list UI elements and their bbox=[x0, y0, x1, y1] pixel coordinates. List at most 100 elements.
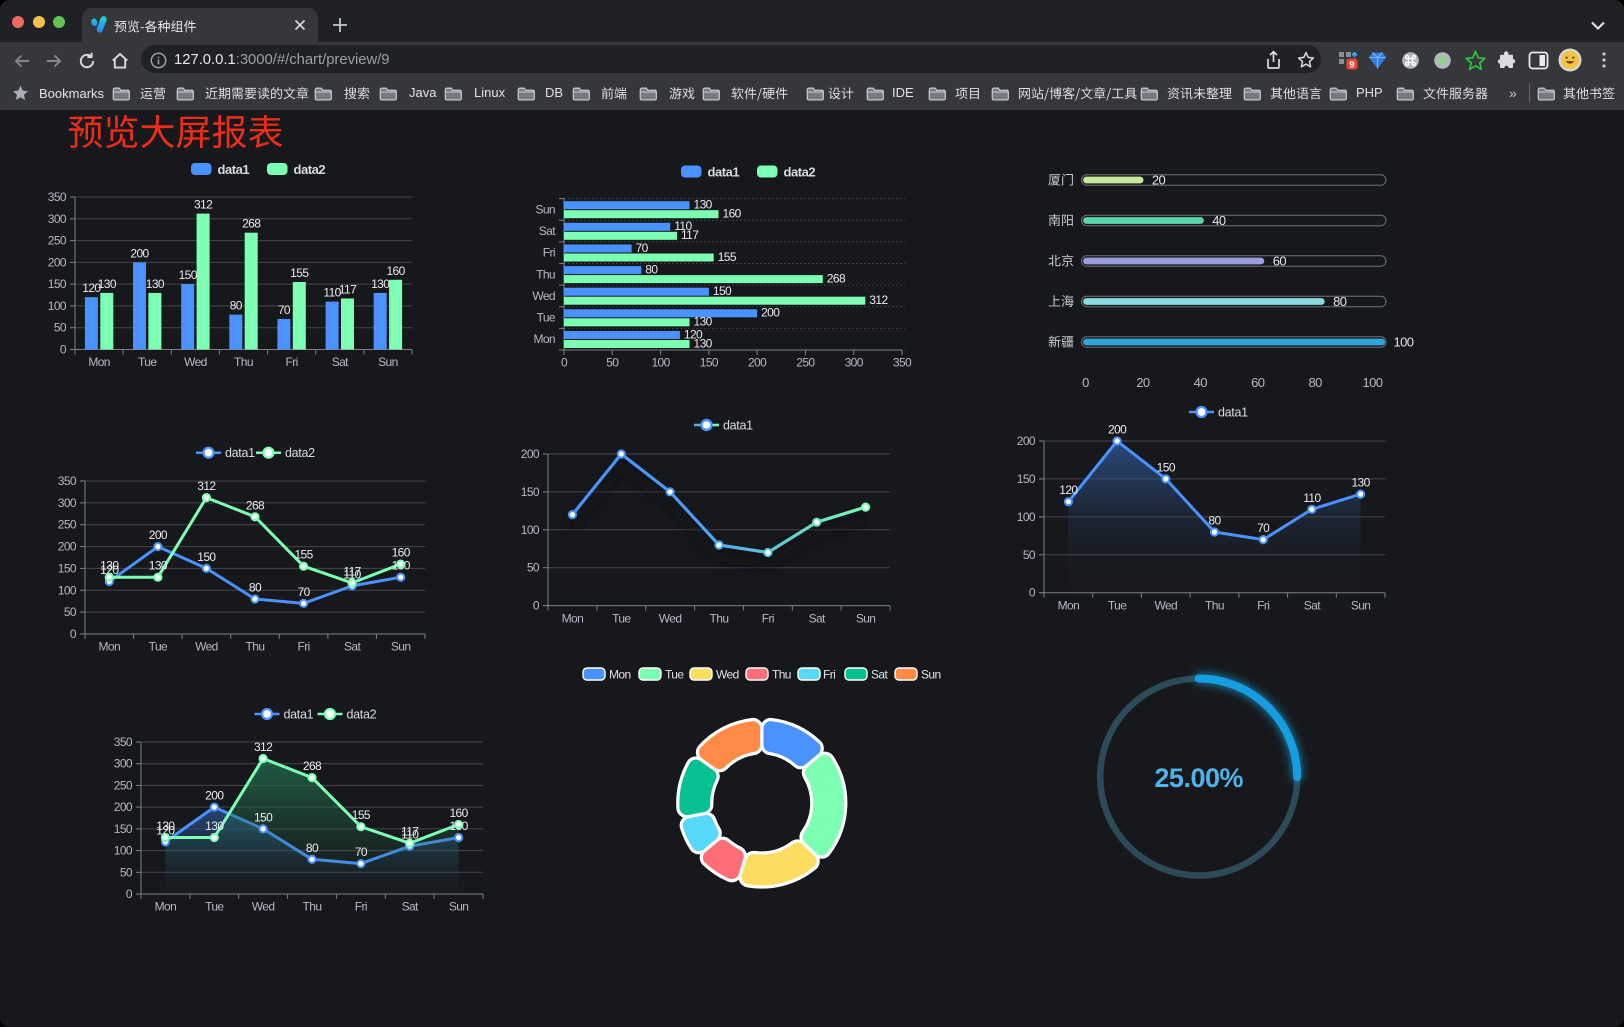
svg-text:Sat: Sat bbox=[1304, 599, 1321, 613]
svg-text:268: 268 bbox=[242, 217, 261, 231]
svg-text:Mon: Mon bbox=[533, 332, 555, 346]
svg-text:Sun: Sun bbox=[378, 355, 398, 369]
svg-text:Fri: Fri bbox=[823, 668, 835, 682]
svg-text:40: 40 bbox=[1212, 213, 1226, 228]
svg-text:200: 200 bbox=[205, 789, 224, 803]
svg-text:200: 200 bbox=[1108, 423, 1127, 437]
svg-text:Sat: Sat bbox=[871, 668, 888, 682]
svg-text:268: 268 bbox=[303, 759, 322, 773]
svg-text:130: 130 bbox=[146, 277, 165, 291]
svg-text:160: 160 bbox=[386, 264, 405, 278]
svg-text:110: 110 bbox=[1303, 491, 1321, 505]
svg-text:150: 150 bbox=[1017, 472, 1036, 486]
svg-text:250: 250 bbox=[114, 778, 133, 792]
svg-text:Wed: Wed bbox=[1154, 599, 1177, 613]
svg-text:20: 20 bbox=[1136, 375, 1150, 390]
svg-text:Wed: Wed bbox=[195, 640, 218, 654]
svg-text:70: 70 bbox=[355, 845, 368, 859]
svg-text:80: 80 bbox=[645, 263, 658, 277]
svg-text:300: 300 bbox=[48, 212, 67, 226]
svg-text:data2: data2 bbox=[784, 165, 816, 180]
svg-text:60: 60 bbox=[1273, 254, 1287, 269]
svg-text:Mon: Mon bbox=[609, 668, 631, 682]
svg-text:50: 50 bbox=[1023, 548, 1036, 562]
svg-text:Tue: Tue bbox=[1108, 599, 1127, 613]
svg-text:110: 110 bbox=[343, 567, 361, 581]
svg-text:Mon: Mon bbox=[99, 640, 121, 654]
svg-text:Sun: Sun bbox=[449, 900, 469, 914]
svg-text:100: 100 bbox=[651, 356, 670, 370]
svg-text:120: 120 bbox=[82, 281, 101, 295]
svg-text:110: 110 bbox=[323, 286, 341, 300]
svg-text:155: 155 bbox=[294, 548, 313, 562]
svg-text:130: 130 bbox=[694, 336, 713, 350]
svg-text:Fri: Fri bbox=[543, 246, 555, 260]
svg-text:Thu: Thu bbox=[303, 900, 322, 914]
svg-text:130: 130 bbox=[205, 819, 224, 833]
svg-text:Wed: Wed bbox=[659, 612, 682, 626]
svg-text:160: 160 bbox=[449, 806, 468, 820]
svg-text:117: 117 bbox=[681, 228, 699, 242]
svg-text:150: 150 bbox=[197, 550, 216, 564]
svg-text:50: 50 bbox=[120, 865, 133, 879]
svg-text:Mon: Mon bbox=[562, 612, 584, 626]
svg-text:data1: data1 bbox=[1218, 406, 1248, 420]
svg-text:80: 80 bbox=[230, 299, 243, 313]
svg-text:130: 130 bbox=[1351, 476, 1370, 490]
svg-text:Fri: Fri bbox=[762, 612, 774, 626]
svg-text:160: 160 bbox=[723, 207, 742, 221]
svg-text:data1: data1 bbox=[218, 162, 250, 177]
svg-text:100: 100 bbox=[521, 523, 540, 537]
svg-text:110: 110 bbox=[674, 219, 692, 233]
svg-text:130: 130 bbox=[694, 198, 713, 212]
svg-text:150: 150 bbox=[521, 485, 540, 499]
svg-text:80: 80 bbox=[306, 841, 319, 855]
svg-text:data2: data2 bbox=[347, 708, 377, 722]
svg-text:25.00%: 25.00% bbox=[1154, 763, 1243, 793]
svg-text:Sat: Sat bbox=[809, 612, 826, 626]
svg-text:268: 268 bbox=[246, 498, 265, 512]
svg-text:Tue: Tue bbox=[537, 311, 556, 325]
svg-text:Tue: Tue bbox=[665, 668, 684, 682]
svg-text:Sat: Sat bbox=[539, 224, 556, 238]
svg-text:Sat: Sat bbox=[402, 900, 419, 914]
svg-text:312: 312 bbox=[869, 293, 888, 307]
svg-text:70: 70 bbox=[636, 241, 649, 255]
svg-text:data1: data1 bbox=[284, 708, 314, 722]
svg-text:Wed: Wed bbox=[716, 668, 739, 682]
svg-text:Mon: Mon bbox=[1058, 599, 1080, 613]
svg-text:120: 120 bbox=[100, 563, 119, 577]
svg-text:150: 150 bbox=[713, 284, 732, 298]
svg-text:250: 250 bbox=[796, 356, 815, 370]
svg-text:130: 130 bbox=[694, 315, 713, 329]
svg-text:150: 150 bbox=[1157, 460, 1176, 474]
svg-text:150: 150 bbox=[48, 277, 67, 291]
svg-text:117: 117 bbox=[343, 564, 361, 578]
svg-text:100: 100 bbox=[1017, 510, 1036, 524]
svg-text:Wed: Wed bbox=[252, 900, 275, 914]
svg-text:50: 50 bbox=[54, 321, 67, 335]
svg-text:155: 155 bbox=[718, 250, 737, 264]
svg-text:130: 130 bbox=[371, 277, 390, 291]
svg-text:Sun: Sun bbox=[1351, 599, 1371, 613]
svg-text:Thu: Thu bbox=[1205, 599, 1224, 613]
svg-text:150: 150 bbox=[254, 810, 273, 824]
svg-text:Fri: Fri bbox=[285, 355, 297, 369]
svg-text:80: 80 bbox=[1333, 294, 1347, 309]
svg-text:150: 150 bbox=[114, 822, 133, 836]
svg-text:200: 200 bbox=[1017, 434, 1036, 448]
svg-text:150: 150 bbox=[58, 561, 77, 575]
svg-text:50: 50 bbox=[64, 605, 77, 619]
svg-text:Wed: Wed bbox=[532, 289, 555, 303]
svg-text:268: 268 bbox=[827, 272, 846, 286]
svg-text:200: 200 bbox=[130, 246, 149, 260]
svg-text:Thu: Thu bbox=[246, 640, 265, 654]
svg-text:130: 130 bbox=[149, 559, 168, 573]
svg-text:Thu: Thu bbox=[710, 612, 729, 626]
svg-text:120: 120 bbox=[1059, 483, 1078, 497]
svg-text:200: 200 bbox=[114, 800, 133, 814]
svg-text:110: 110 bbox=[401, 828, 419, 842]
svg-text:60: 60 bbox=[1251, 375, 1265, 390]
svg-text:300: 300 bbox=[58, 496, 77, 510]
svg-text:data1: data1 bbox=[723, 419, 753, 433]
